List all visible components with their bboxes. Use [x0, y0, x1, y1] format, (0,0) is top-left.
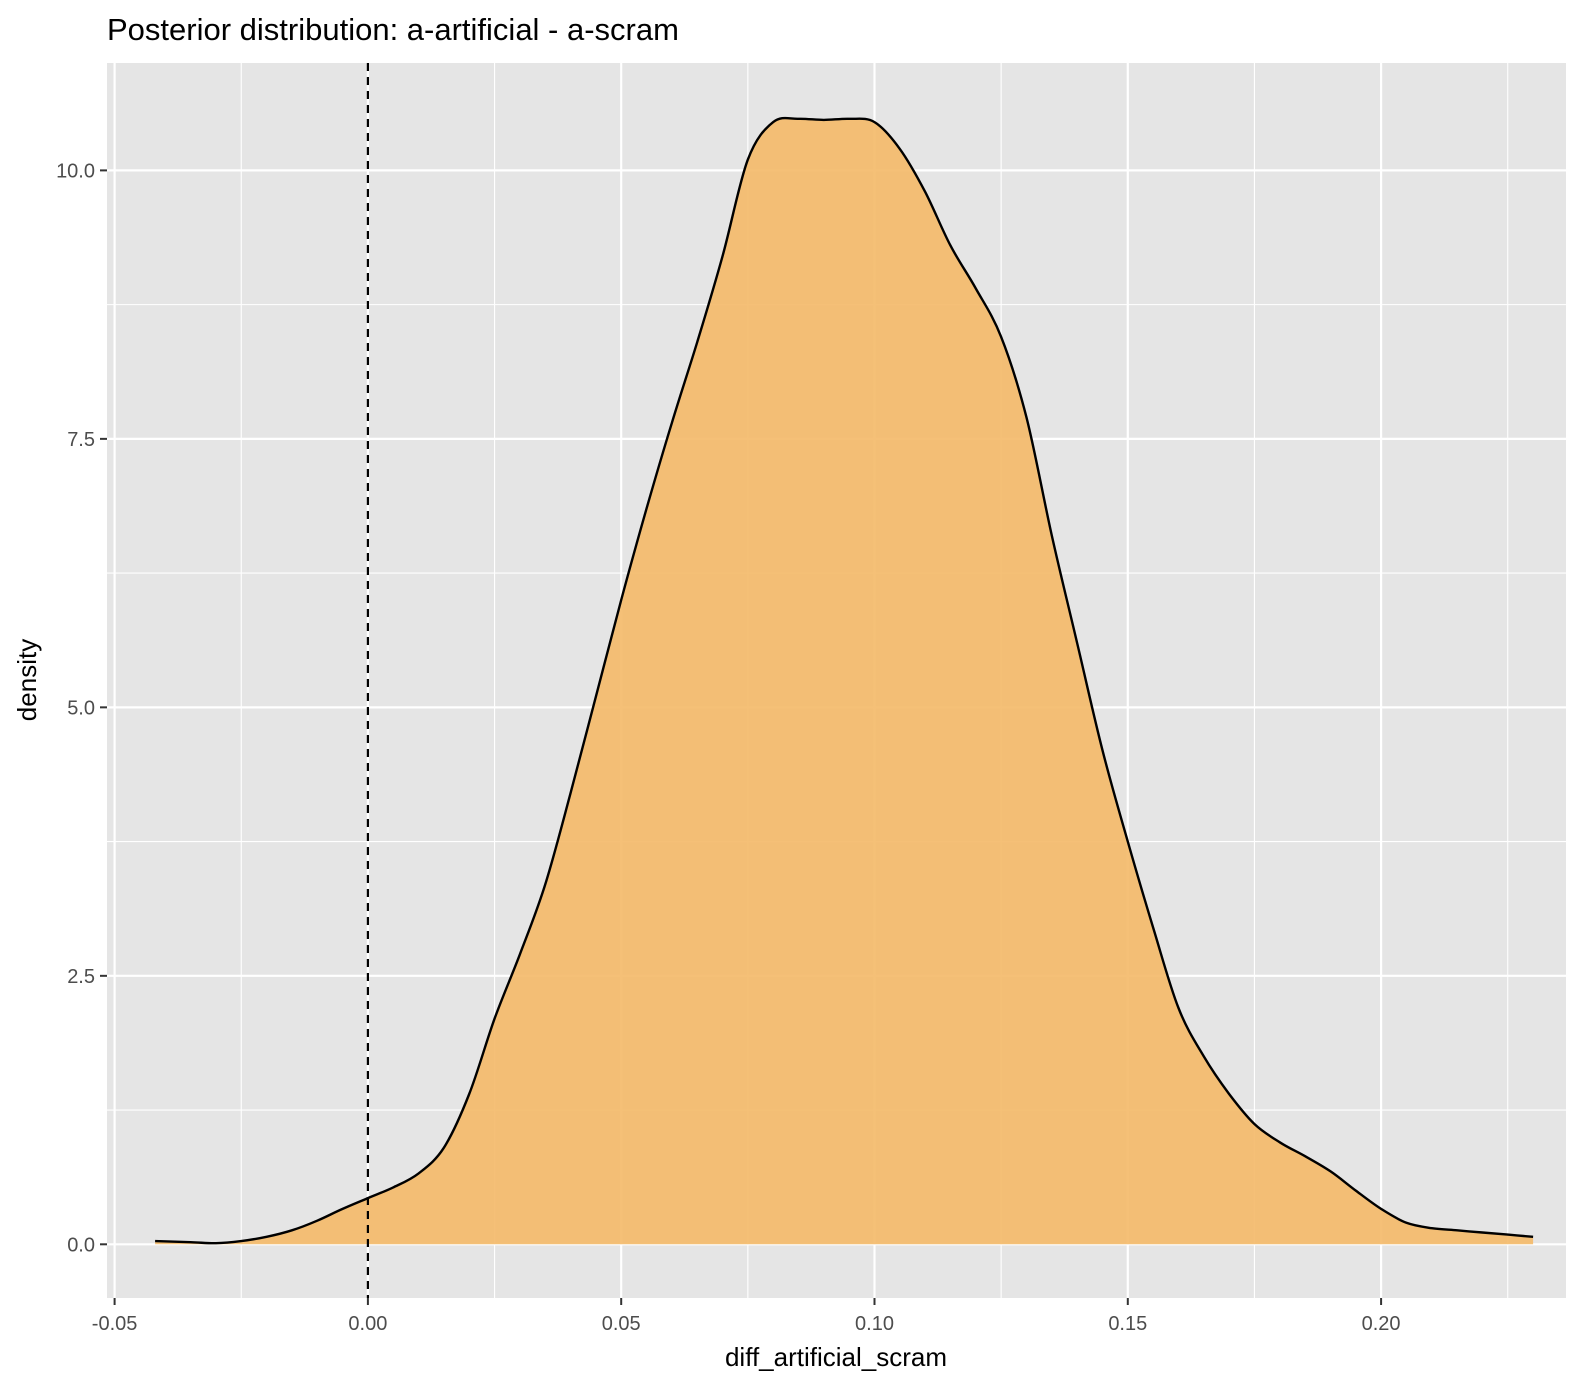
x-tick-label: 0.15 [1108, 1313, 1147, 1335]
density-curve [155, 116, 1534, 1245]
x-tick-label: 0.20 [1362, 1313, 1401, 1335]
y-axis: 0.0 2.5 5.0 7.5 10.0 [56, 160, 107, 1256]
x-axis-title: diff_artificial_scram [725, 1342, 947, 1372]
x-tick-label: -0.05 [92, 1313, 138, 1335]
y-tick-label: 5.0 [67, 697, 95, 719]
y-tick-label: 10.0 [56, 160, 95, 182]
density-area [155, 118, 1534, 1245]
x-tick-label: 0.05 [602, 1313, 641, 1335]
x-tick-label: 0.00 [348, 1313, 387, 1335]
x-axis: -0.05 0.00 0.05 0.10 0.15 0.20 [92, 1298, 1401, 1335]
chart-title: Posterior distribution: a-artificial - a… [107, 12, 679, 47]
y-tick-label: 0.0 [67, 1234, 95, 1256]
y-tick-label: 2.5 [67, 966, 95, 988]
x-tick-label: 0.10 [855, 1313, 894, 1335]
y-axis-title: density [12, 639, 42, 721]
density-layer [155, 116, 1534, 1245]
y-tick-label: 7.5 [67, 429, 95, 451]
